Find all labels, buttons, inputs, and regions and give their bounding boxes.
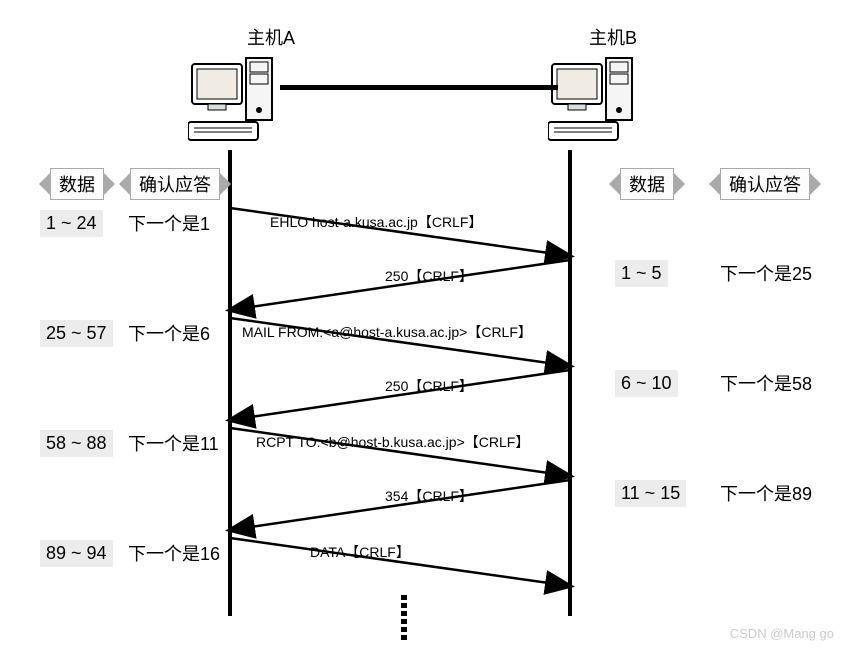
timeline-b: [568, 150, 572, 616]
computer-b-icon: [548, 44, 648, 154]
timeline-a: [228, 150, 232, 616]
right-ack-2: 下一个是89: [720, 480, 812, 506]
left-ack-0: 下一个是1: [128, 210, 210, 236]
right-data-0: 1 ~ 5: [615, 260, 668, 287]
right-data-1: 6 ~ 10: [615, 370, 678, 397]
left-ack-2: 下一个是11: [128, 430, 219, 456]
watermark: CSDN @Mang go: [730, 626, 834, 641]
msg-4: RCPT TO:<b@host-b.kusa.ac.jp>【CRLF】: [256, 432, 529, 452]
header-right-data: 数据: [620, 168, 674, 200]
right-ack-0: 下一个是25: [720, 260, 812, 286]
msg-5: 354【CRLF】: [385, 486, 473, 506]
msg-1: 250【CRLF】: [385, 266, 473, 286]
header-right-ack: 确认应答: [720, 168, 810, 200]
msg-0: EHLO host-a.kusa.ac.jp【CRLF】: [270, 212, 482, 232]
right-data-2: 11 ~ 15: [615, 480, 686, 507]
left-data-2: 58 ~ 88: [40, 430, 113, 457]
header-left-data: 数据: [50, 168, 104, 200]
left-data-1: 25 ~ 57: [40, 320, 113, 347]
left-data-0: 1 ~ 24: [40, 210, 103, 237]
header-left-ack: 确认应答: [130, 168, 220, 200]
left-data-3: 89 ~ 94: [40, 540, 113, 567]
left-ack-1: 下一个是6: [128, 320, 210, 346]
computer-a-icon: [188, 44, 288, 154]
right-ack-1: 下一个是58: [720, 370, 812, 396]
msg-2: MAIL FROM:<a@host-a.kusa.ac.jp>【CRLF】: [242, 322, 532, 342]
msg-6: DATA【CRLF】: [310, 542, 410, 562]
msg-3: 250【CRLF】: [385, 376, 473, 396]
left-ack-3: 下一个是16: [128, 540, 220, 566]
network-link: [280, 85, 558, 90]
